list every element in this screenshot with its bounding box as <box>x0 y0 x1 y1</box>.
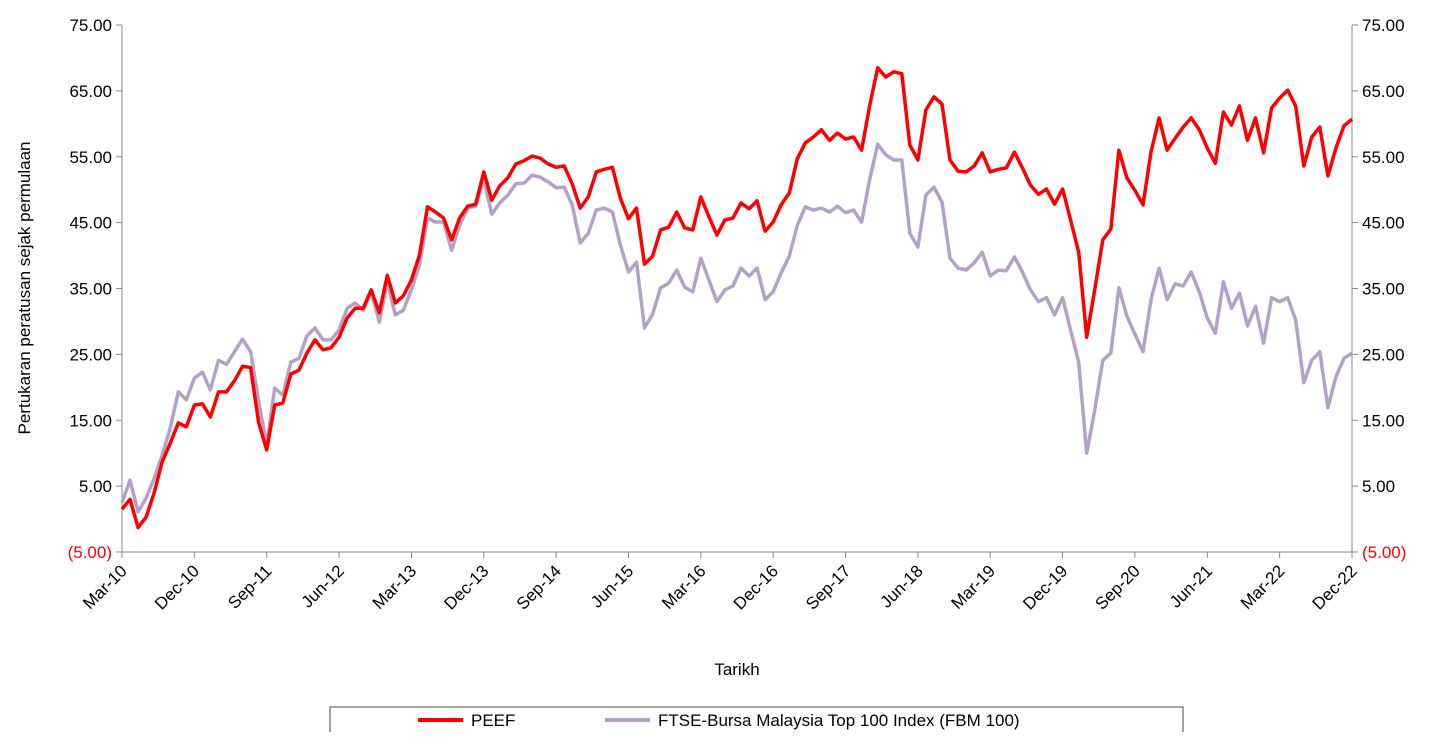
y2-tick-label: 15.00 <box>1362 411 1405 430</box>
y-tick-label: 35.00 <box>69 280 112 299</box>
x-tick-label: Sep-20 <box>1092 561 1144 613</box>
x-tick-label: Mar-10 <box>79 561 131 613</box>
x-tick-label: Dec-22 <box>1309 561 1361 613</box>
x-tick-label: Jun-18 <box>877 561 927 611</box>
y-tick-label: 45.00 <box>69 214 112 233</box>
y-tick-label: 55.00 <box>69 148 112 167</box>
y2-tick-label: 45.00 <box>1362 214 1405 233</box>
x-tick-label: Jun-15 <box>587 561 637 611</box>
y-tick-label: 25.00 <box>69 345 112 364</box>
y-axis-label: Pertukaran peratusan sejak permulaan <box>15 142 34 435</box>
x-tick-label: Dec-10 <box>151 561 203 613</box>
x-tick-label: Jun-21 <box>1166 561 1216 611</box>
y2-tick-label: 65.00 <box>1362 82 1405 101</box>
x-tick-label: Sep-17 <box>802 561 854 613</box>
y2-tick-label: 25.00 <box>1362 345 1405 364</box>
y-tick-label: 75.00 <box>69 16 112 35</box>
x-tick-label: Sep-14 <box>513 561 565 613</box>
x-tick-label: Mar-19 <box>948 561 1000 613</box>
y-tick-label: 65.00 <box>69 82 112 101</box>
y2-tick-label: (5.00) <box>1362 543 1406 562</box>
y2-tick-label: 75.00 <box>1362 16 1405 35</box>
y2-tick-label: 55.00 <box>1362 148 1405 167</box>
x-tick-label: Mar-13 <box>369 561 421 613</box>
x-tick-label: Dec-13 <box>440 561 492 613</box>
legend-label: FTSE-Bursa Malaysia Top 100 Index (FBM 1… <box>658 711 1020 730</box>
x-tick-label: Sep-11 <box>224 561 275 612</box>
y-tick-label: 5.00 <box>79 477 112 496</box>
y-tick-label: 15.00 <box>69 411 112 430</box>
series-line <box>120 66 1354 530</box>
y2-tick-label: 5.00 <box>1362 477 1395 496</box>
x-tick-label: Jun-12 <box>298 561 348 611</box>
x-tick-label: Dec-19 <box>1019 561 1071 613</box>
y2-tick-label: 35.00 <box>1362 280 1405 299</box>
x-tick-label: Mar-22 <box>1237 561 1289 613</box>
x-tick-label: Dec-16 <box>730 561 782 613</box>
y-tick-label: (5.00) <box>68 543 112 562</box>
series-line <box>120 142 1353 514</box>
x-axis-label: Tarikh <box>714 660 759 679</box>
legend-label: PEEF <box>471 711 515 730</box>
x-tick-label: Mar-16 <box>658 561 710 613</box>
